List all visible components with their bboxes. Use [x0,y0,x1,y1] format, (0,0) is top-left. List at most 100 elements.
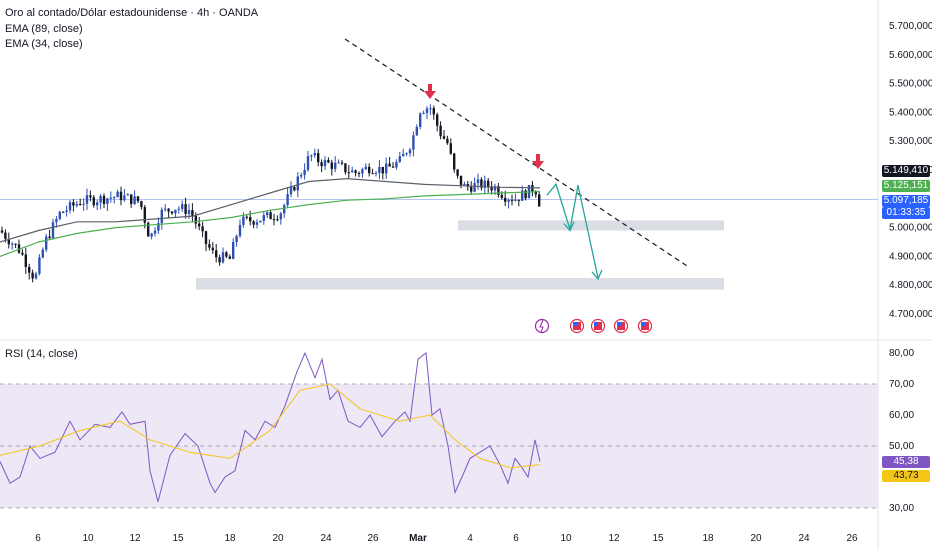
candle-body [62,211,65,213]
candle-body [432,108,435,115]
candle-body [133,196,136,204]
candle-body [198,223,201,227]
candle-body [72,202,75,206]
lightning-icon-ring [534,318,550,334]
candle-body [354,170,357,174]
candle-body [92,197,95,206]
candle-body [534,191,537,195]
candle-body [283,205,286,214]
price-tick-label: 5.400,000 [889,107,932,118]
candle-body [323,159,327,167]
candle-body [143,207,146,223]
candle-body [296,176,299,191]
candle-body [272,219,276,221]
red-arrow-down [536,154,540,162]
candle-body [75,204,78,206]
candle-body [177,208,180,210]
candle-body [531,184,534,192]
ema-price-tag: 5.125,151 [882,180,930,192]
candle-body [191,210,194,216]
candle-body [164,208,167,210]
rsi-value-tag: 45,38 [882,456,930,468]
candle-body [167,208,170,212]
time-tick-label: 10 [560,533,572,544]
candle-body [371,173,374,175]
candle-body [303,169,306,176]
rsi-tick-label: 60,00 [889,410,914,421]
candle-body [150,233,153,237]
candle-body [252,221,255,225]
red-arrow-down [424,91,436,99]
chart-title: Oro al contado/Dólar estadounidense · 4h… [5,7,259,19]
price-tick-label: 4.900,000 [889,251,932,262]
countdown-tag: 01:33:35 [882,207,930,219]
candle-body [480,179,483,188]
candle-body [21,252,24,255]
candle-body [181,204,184,209]
red-arrow-down [428,84,432,92]
candle-body [194,215,197,224]
candle-body [45,236,48,250]
candle-body [330,162,333,169]
candle-body [374,173,378,175]
candle-body [204,231,208,245]
candle-body [31,272,34,279]
candle-body [320,162,323,167]
candle-body [34,273,38,279]
candle-body [514,199,517,201]
time-tick-label: 15 [652,533,664,544]
candle-body [422,112,425,114]
candle-body [500,194,503,198]
candle-body [106,198,109,204]
candle-body [395,161,398,168]
price-tick-label: 5.000,000 [889,223,932,234]
time-tick-label: 6 [513,533,519,544]
candle-body [266,212,269,216]
candle-body [490,186,493,191]
price-tick-label: 5.600,000 [889,50,932,61]
candle-body [351,170,354,173]
candle-body [459,175,463,186]
candle-body [402,153,405,157]
candle-body [381,166,384,174]
candle-body [215,250,218,258]
ema89-legend: EMA (89, close) [5,23,83,35]
candle-body [116,191,119,198]
time-tick-label: 6 [35,533,41,544]
us-flag-icon [569,318,585,334]
us-flag-icon [613,318,629,334]
candle-body [442,136,446,139]
arrow-head [591,269,603,281]
price-tick-label: 5.700,000 [889,21,932,32]
candle-body [187,210,191,214]
rsi-tick-label: 50,00 [889,441,914,452]
candle-body [153,230,157,234]
candle-body [334,162,337,169]
us-flag-icon [590,318,606,334]
candle-body [102,195,106,204]
candle-body [242,216,245,225]
candle-body [412,135,415,150]
candle-body [446,138,449,144]
candle-body [58,211,61,219]
rsi-tick-label: 30,00 [889,503,914,514]
time-tick-label: 26 [367,533,379,544]
candle-body [473,183,476,192]
candle-body [140,201,143,208]
high-price-tag: 5.149,410 [882,165,930,177]
lightning-glyph [539,319,544,333]
candle-body [68,202,72,211]
time-tick-label: 24 [798,533,810,544]
candle-body [228,256,231,259]
rsi-tick-label: 80,00 [889,348,914,359]
candle-body [48,236,51,239]
candle-body [419,113,422,127]
candle-body [238,224,242,236]
candle-body [96,202,99,206]
candle-body [17,244,21,253]
candle-body [391,166,395,168]
candle-body [317,153,320,163]
candle-body [361,169,364,174]
candle-body [174,209,177,214]
candle-body [82,203,85,205]
